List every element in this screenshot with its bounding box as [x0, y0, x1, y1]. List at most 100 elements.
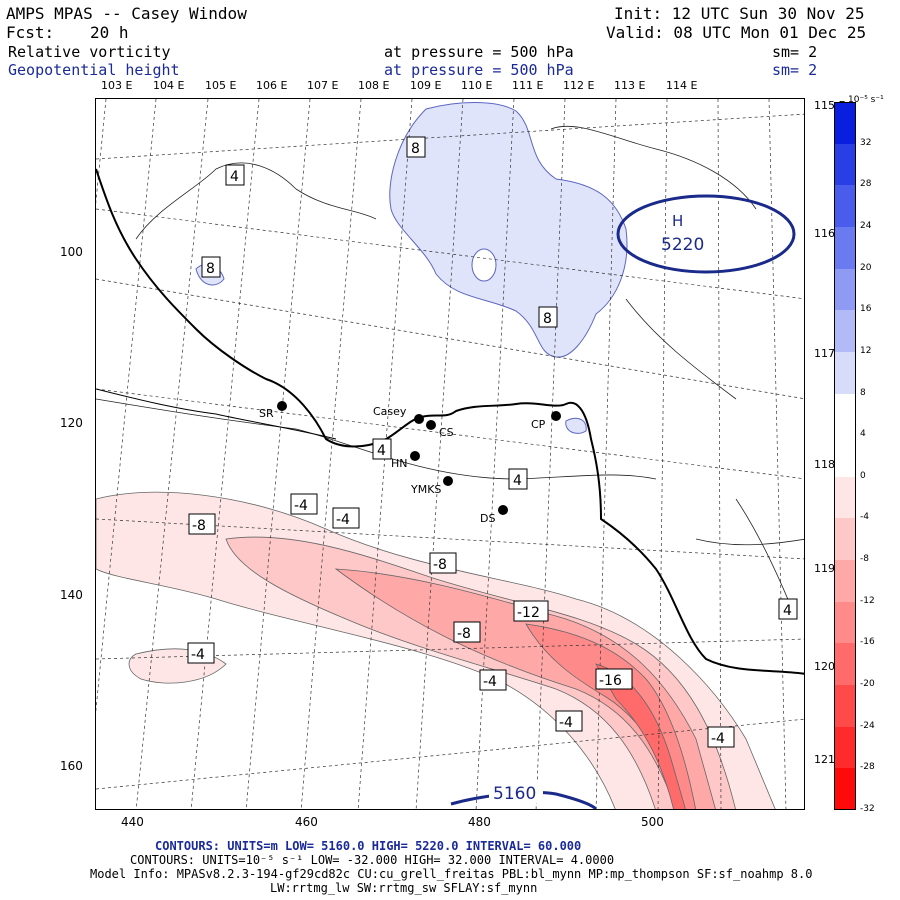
- contour-label-neg: -8: [429, 552, 457, 574]
- negative-vorticity-band: [96, 491, 776, 809]
- height-contour-info: CONTOURS: UNITS=m LOW= 5160.0 HIGH= 5220…: [155, 839, 582, 853]
- y-tick-140: 140: [60, 588, 83, 602]
- top-lon-label: 104 E: [153, 79, 185, 92]
- forecast-hour: 20 h: [90, 23, 129, 42]
- vorticity-contours: [96, 125, 804, 620]
- svg-text:4: 4: [377, 443, 386, 459]
- field2-name: Geopotential height: [8, 61, 180, 79]
- svg-text:-4: -4: [711, 731, 725, 747]
- colorbar-label: -16: [860, 637, 875, 648]
- station-cs-marker[interactable]: [426, 420, 436, 430]
- high-marker: H: [672, 212, 683, 230]
- top-lon-label: 107 E: [307, 79, 339, 92]
- contour-label-neg: -8: [453, 621, 481, 643]
- colorbar-label: -28: [860, 762, 875, 773]
- top-lon-label: 105 E: [205, 79, 237, 92]
- svg-text:-8: -8: [433, 557, 447, 573]
- station-label-sr: SR: [259, 407, 274, 420]
- valid-time: Valid: 08 UTC Mon 01 Dec 25: [606, 23, 867, 42]
- colorbar-frame: [834, 102, 856, 810]
- contour-label-pos: 8: [538, 306, 558, 328]
- contour-label-neg: -4: [555, 710, 583, 732]
- top-lon-label: 111 E: [512, 79, 544, 92]
- svg-text:-4: -4: [191, 647, 205, 663]
- right-lon-116: 116 E: [814, 227, 846, 240]
- svg-text:4: 4: [783, 603, 792, 619]
- svg-text:-4: -4: [336, 512, 350, 528]
- contour-labels: 4 8 8 8 4 4 4 -4 -4 -8 -8 -8 -12 -4 -16 …: [187, 136, 798, 748]
- svg-text:-8: -8: [192, 518, 206, 534]
- station-casey-marker[interactable]: [414, 414, 424, 424]
- field2-smoothing: sm= 2: [772, 61, 818, 79]
- colorbar-label: -12: [860, 595, 875, 606]
- top-lon-label: 108 E: [358, 79, 390, 92]
- top-lon-label: 109 E: [410, 79, 442, 92]
- right-lon-118: 118 E: [814, 458, 846, 471]
- high-value: 5220: [661, 235, 704, 255]
- top-lon-label: 114 E: [666, 79, 698, 92]
- station-label-cs: CS: [439, 426, 454, 439]
- field1-smoothing: sm= 2: [772, 43, 818, 61]
- x-tick-440: 440: [121, 815, 144, 829]
- top-lon-label: 106 E: [256, 79, 288, 92]
- right-lon-117: 117 E: [814, 347, 846, 360]
- station-ds-marker[interactable]: [498, 505, 508, 515]
- svg-text:-16: -16: [599, 673, 622, 689]
- contour-label-neg: -8: [188, 513, 216, 535]
- station-label-cp: CP: [531, 418, 546, 431]
- contour-label-neg: -4: [479, 669, 507, 691]
- y-tick-160: 160: [60, 759, 83, 773]
- coastline: [96, 168, 804, 675]
- small-positive-region-2: [565, 417, 587, 434]
- colorbar-label: 20: [860, 262, 872, 273]
- vorticity-hole: [471, 248, 497, 282]
- init-time: Init: 12 UTC Sun 30 Nov 25: [614, 4, 865, 23]
- contour-label-neg: -4: [332, 507, 360, 529]
- colorbar-label: 24: [860, 220, 872, 231]
- forecast-label: Fcst:: [6, 23, 55, 42]
- colorbar-label: -4: [860, 512, 869, 523]
- station-cp-marker[interactable]: [551, 411, 561, 421]
- height-labels: H 5220 5160: [489, 212, 704, 804]
- station-label-ymks: YMKS: [410, 483, 441, 496]
- top-lon-label: 110 E: [461, 79, 493, 92]
- svg-text:4: 4: [513, 473, 522, 489]
- contour-label-neg: -16: [595, 668, 633, 690]
- geopotential-low-contour: [450, 790, 598, 809]
- colorbar-label: -32: [860, 804, 875, 814]
- station-sr-marker[interactable]: [277, 401, 287, 411]
- positive-vorticity-region: [389, 102, 628, 358]
- svg-text:-12: -12: [517, 605, 540, 621]
- colorbar-units: 10⁻⁵ s⁻¹: [848, 95, 884, 105]
- colorbar-label: 16: [860, 304, 872, 315]
- svg-text:-4: -4: [483, 674, 497, 690]
- field1-name: Relative vorticity: [8, 43, 171, 61]
- physics-info: LW:rrtmg_lw SW:rrtmg_sw SFLAY:sf_mynn: [270, 881, 538, 895]
- y-tick-120: 120: [60, 416, 83, 430]
- right-lon-119: 119 E: [814, 562, 846, 575]
- svg-text:8: 8: [543, 311, 552, 327]
- colorbar-label: -24: [860, 720, 875, 731]
- colorbar-label: 4: [860, 429, 866, 440]
- contour-label-neg: -4: [707, 726, 735, 748]
- top-lon-label: 113 E: [614, 79, 646, 92]
- geopotential-high-contour: [616, 194, 796, 274]
- colorbar-label: -8: [860, 554, 869, 565]
- colorbar-label: 12: [860, 345, 872, 356]
- station-label-casey: Casey: [373, 405, 407, 418]
- field1-level: at pressure = 500 hPa: [384, 43, 574, 61]
- colorbar-label: 32: [860, 137, 872, 148]
- station-labels: SR Casey CS CP HN YMKS DS: [259, 405, 546, 525]
- svg-text:-4: -4: [294, 498, 308, 514]
- station-label-ds: DS: [480, 512, 495, 525]
- contour-label-pos: 4: [778, 598, 798, 620]
- top-lon-label: 103 E: [101, 79, 133, 92]
- right-lon-121: 121 E: [814, 753, 846, 766]
- colorbar-label: 28: [860, 179, 872, 190]
- right-lon-115: 115 E: [814, 99, 846, 112]
- contour-label-pos: 4: [225, 164, 245, 186]
- svg-text:8: 8: [411, 141, 420, 157]
- station-hn-marker[interactable]: [410, 451, 420, 461]
- station-ymks-marker[interactable]: [443, 476, 453, 486]
